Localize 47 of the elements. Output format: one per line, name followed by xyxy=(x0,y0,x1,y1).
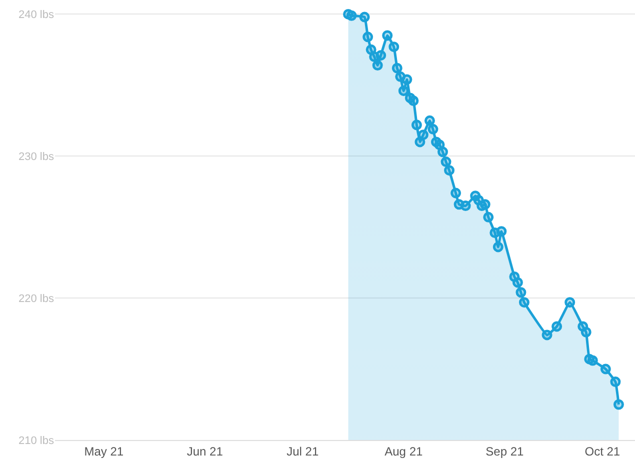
point xyxy=(428,124,438,134)
point xyxy=(460,200,471,212)
point xyxy=(411,120,422,130)
x-tick-label: Aug 21 xyxy=(384,444,423,458)
point xyxy=(542,330,552,340)
point xyxy=(362,32,374,42)
point xyxy=(492,242,504,252)
point xyxy=(372,60,383,71)
point xyxy=(408,96,419,106)
y-tick-label: 240 lbs xyxy=(18,9,54,22)
x-tick-label: May 21 xyxy=(84,444,124,458)
point xyxy=(398,86,409,96)
point xyxy=(450,188,462,198)
point xyxy=(564,297,576,308)
point xyxy=(518,297,530,308)
point xyxy=(512,277,523,288)
point xyxy=(480,199,490,210)
x-tick-label: Jun 21 xyxy=(186,444,224,458)
point xyxy=(580,326,592,338)
point xyxy=(610,376,621,388)
x-tick-label: Jul 21 xyxy=(286,444,319,458)
point xyxy=(359,12,370,22)
point xyxy=(496,226,507,237)
point xyxy=(388,42,400,52)
x-tick-label: Oct 21 xyxy=(584,444,620,458)
point xyxy=(414,136,426,148)
point xyxy=(552,321,562,332)
point xyxy=(402,74,412,85)
point xyxy=(418,130,428,140)
point xyxy=(382,30,393,41)
y-tick-label: 210 lbs xyxy=(18,434,54,447)
x-tick-label: Sep 21 xyxy=(486,444,524,458)
point xyxy=(613,399,624,410)
y-tick-label: 230 lbs xyxy=(18,150,54,163)
point xyxy=(444,165,455,176)
point xyxy=(434,140,445,150)
point xyxy=(440,156,452,168)
point xyxy=(424,115,435,126)
point xyxy=(346,10,357,21)
point xyxy=(516,287,526,298)
point xyxy=(376,50,386,61)
y-tick-label: 220 lbs xyxy=(18,292,54,305)
point xyxy=(438,146,448,158)
point xyxy=(587,355,598,366)
point xyxy=(600,364,611,374)
point xyxy=(483,212,494,222)
point xyxy=(392,62,402,74)
